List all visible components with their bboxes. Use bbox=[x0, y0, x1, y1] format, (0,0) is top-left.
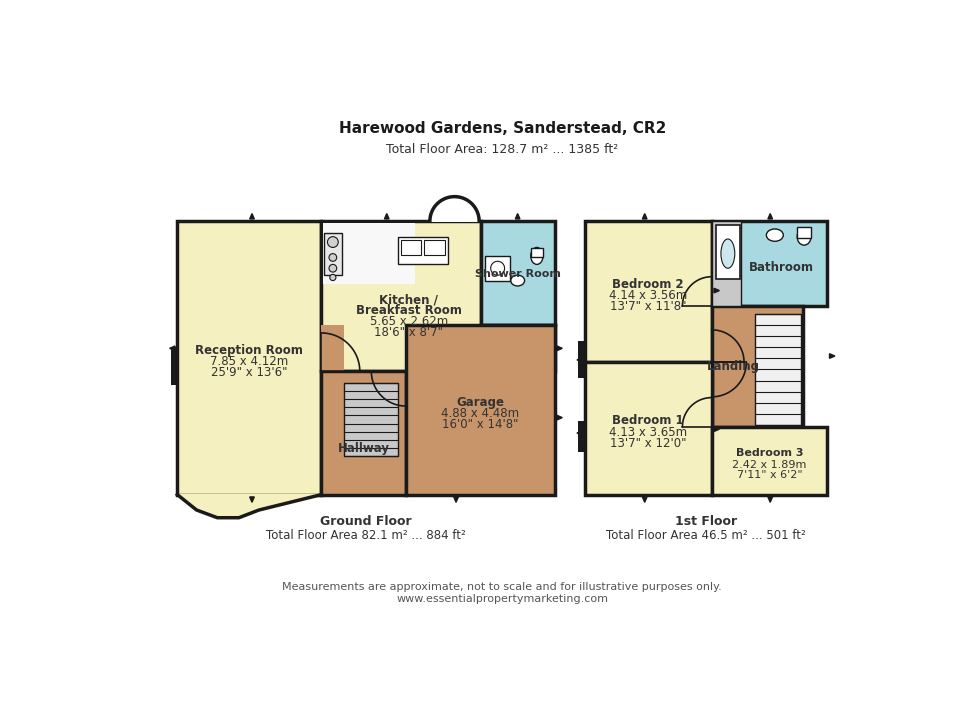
Bar bbox=[711, 427, 827, 495]
Bar bbox=[578, 422, 586, 452]
Bar bbox=[406, 325, 555, 495]
Polygon shape bbox=[714, 427, 719, 431]
Polygon shape bbox=[643, 213, 647, 219]
Bar bbox=[321, 221, 480, 371]
Text: 4.14 x 3.56m: 4.14 x 3.56m bbox=[609, 289, 687, 302]
Bar bbox=[715, 225, 740, 279]
Bar bbox=[797, 227, 811, 238]
Text: 25'9" x 13'6": 25'9" x 13'6" bbox=[211, 366, 287, 379]
Bar bbox=[585, 362, 711, 495]
Bar bbox=[344, 383, 398, 456]
Text: Reception Room: Reception Room bbox=[195, 344, 303, 357]
Text: Breakfast Room: Breakfast Room bbox=[356, 304, 462, 317]
Circle shape bbox=[329, 265, 337, 272]
Polygon shape bbox=[250, 213, 255, 219]
Bar bbox=[711, 221, 741, 306]
Text: Garage: Garage bbox=[457, 396, 505, 409]
Bar bbox=[585, 221, 711, 362]
Text: 13'7" x 12'0": 13'7" x 12'0" bbox=[610, 436, 686, 449]
Polygon shape bbox=[577, 358, 582, 362]
Ellipse shape bbox=[766, 229, 783, 242]
Bar bbox=[578, 340, 586, 378]
Text: Kitchen /: Kitchen / bbox=[379, 293, 438, 306]
Text: Bedroom 3: Bedroom 3 bbox=[736, 448, 804, 458]
Polygon shape bbox=[768, 497, 772, 503]
Text: Bedroom 2: Bedroom 2 bbox=[612, 278, 684, 291]
Ellipse shape bbox=[531, 247, 543, 265]
Text: Total Floor Area 82.1 m² ... 884 ft²: Total Floor Area 82.1 m² ... 884 ft² bbox=[267, 529, 466, 542]
Text: Ground Floor: Ground Floor bbox=[320, 515, 412, 528]
Bar bbox=[711, 306, 803, 427]
Text: 1st Floor: 1st Floor bbox=[675, 515, 737, 528]
Bar bbox=[321, 325, 344, 371]
Text: 4.13 x 3.65m: 4.13 x 3.65m bbox=[610, 425, 687, 439]
Text: Landing: Landing bbox=[707, 360, 760, 373]
Text: 13'7" x 11'8": 13'7" x 11'8" bbox=[610, 300, 686, 313]
Bar bbox=[322, 223, 416, 284]
Bar bbox=[401, 240, 421, 255]
Circle shape bbox=[329, 254, 337, 261]
Polygon shape bbox=[250, 497, 255, 503]
Bar bbox=[321, 371, 406, 495]
Bar bbox=[481, 325, 555, 371]
Bar bbox=[711, 221, 827, 306]
Text: Shower Room: Shower Room bbox=[474, 269, 561, 278]
Bar bbox=[172, 348, 179, 385]
Polygon shape bbox=[170, 346, 175, 350]
Circle shape bbox=[330, 275, 336, 280]
Polygon shape bbox=[557, 346, 563, 350]
Ellipse shape bbox=[797, 229, 811, 245]
Polygon shape bbox=[557, 415, 563, 420]
Polygon shape bbox=[768, 213, 772, 219]
Text: www.essentialpropertymarketing.com: www.essentialpropertymarketing.com bbox=[396, 594, 609, 604]
Polygon shape bbox=[430, 197, 479, 221]
Text: 7'11" x 6'2": 7'11" x 6'2" bbox=[737, 470, 803, 480]
Text: 4.88 x 4.48m: 4.88 x 4.48m bbox=[441, 407, 519, 420]
Bar bbox=[531, 248, 543, 257]
Bar bbox=[481, 221, 555, 325]
Polygon shape bbox=[577, 430, 582, 435]
Text: Bathroom: Bathroom bbox=[749, 261, 813, 274]
Polygon shape bbox=[454, 497, 459, 503]
Polygon shape bbox=[829, 354, 835, 358]
Text: 2.42 x 1.89m: 2.42 x 1.89m bbox=[732, 459, 807, 469]
Text: Measurements are approximate, not to scale and for illustrative purposes only.: Measurements are approximate, not to sca… bbox=[282, 582, 722, 592]
Bar bbox=[177, 221, 321, 495]
Ellipse shape bbox=[511, 275, 524, 286]
Text: Harewood Gardens, Sanderstead, CR2: Harewood Gardens, Sanderstead, CR2 bbox=[338, 121, 666, 136]
Text: 7.85 x 4.12m: 7.85 x 4.12m bbox=[210, 355, 288, 368]
Text: Total Floor Area 46.5 m² ... 501 ft²: Total Floor Area 46.5 m² ... 501 ft² bbox=[606, 529, 806, 542]
Bar bbox=[485, 256, 510, 280]
Bar bbox=[423, 240, 445, 255]
Polygon shape bbox=[384, 213, 389, 219]
Text: 18'6" x 8'7": 18'6" x 8'7" bbox=[374, 326, 443, 339]
Bar bbox=[755, 314, 801, 425]
Circle shape bbox=[327, 236, 338, 247]
Ellipse shape bbox=[721, 239, 735, 268]
Polygon shape bbox=[643, 497, 647, 503]
Polygon shape bbox=[177, 495, 321, 518]
Text: Bedroom 1: Bedroom 1 bbox=[612, 414, 684, 428]
Text: Hallway: Hallway bbox=[338, 442, 390, 455]
Text: 5.65 x 2.62m: 5.65 x 2.62m bbox=[369, 315, 448, 328]
Bar bbox=[172, 347, 179, 385]
Text: Total Floor Area: 128.7 m² ... 1385 ft²: Total Floor Area: 128.7 m² ... 1385 ft² bbox=[386, 143, 618, 156]
Text: 16'0" x 14'8": 16'0" x 14'8" bbox=[442, 418, 518, 431]
Polygon shape bbox=[714, 288, 719, 293]
Bar bbox=[323, 233, 342, 275]
Bar bbox=[398, 236, 449, 264]
Polygon shape bbox=[515, 213, 520, 219]
